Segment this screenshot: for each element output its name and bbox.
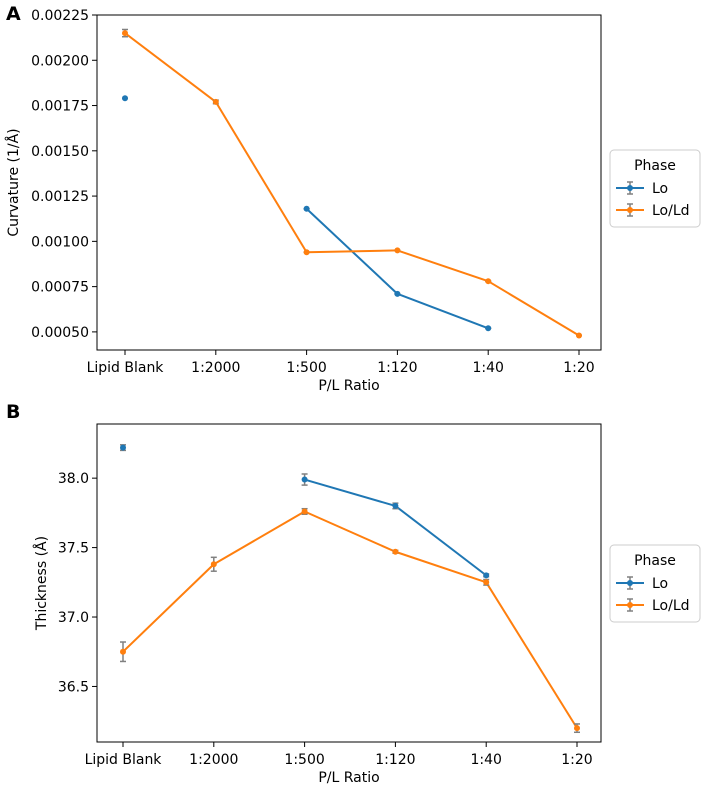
panel-b: B 36.5 37.0 37.5 38.0 Lipid Blank 1:2000 1:500 1… <box>6 401 701 786</box>
y-tick-label: 0.00200 <box>31 53 89 69</box>
series-lo-ld-point <box>301 508 308 515</box>
series-lo-line <box>304 478 396 507</box>
series-lo-ld-point <box>485 278 492 285</box>
x-axis-label: P/L Ratio <box>318 378 379 394</box>
series-lo-ld-line <box>122 563 215 653</box>
x-tick-label: Lipid Blank <box>87 360 165 376</box>
y-axis-label: Curvature (1/Å) <box>5 128 22 236</box>
x-tick-label: 1:40 <box>470 752 501 768</box>
x-tick-label: 1:20 <box>563 360 594 376</box>
series-lo-ld-line <box>485 581 578 729</box>
y-tick-label: 0.00050 <box>31 325 89 341</box>
series-lo-ld-point <box>574 725 580 732</box>
y-axis-label: Thickness (Å) <box>33 536 50 631</box>
legend-marker-lo-ld <box>627 602 633 608</box>
series-lo-point <box>301 476 308 483</box>
series-lo-ld-point <box>392 548 399 555</box>
series-lo-point <box>122 95 128 102</box>
series-lo-ld-point <box>483 579 490 586</box>
legend-box <box>609 544 701 623</box>
series-lo-ld-line <box>395 550 487 584</box>
x-tick-label: 1:500 <box>286 360 326 376</box>
series-lo-ld-point <box>394 247 401 254</box>
x-tick-label: 1:120 <box>375 752 415 768</box>
series-lo-ld-line <box>213 510 306 566</box>
series-lo-ld-point <box>303 249 310 256</box>
y-tick-label: 38.0 <box>58 471 89 487</box>
legend-label-lo-ld: Lo/Ld <box>652 598 690 614</box>
series-lo-ld-point <box>576 332 582 339</box>
series-lo-point <box>485 325 492 332</box>
y-tick-label: 0.00150 <box>31 144 89 160</box>
series-lo-ld-line <box>306 249 398 254</box>
legend-label-lo: Lo <box>652 576 668 592</box>
legend-title: Phase <box>634 158 676 174</box>
x-tick-label: 1:500 <box>284 752 324 768</box>
panel-a: A 0.00050 0.00075 0.00100 0.00125 0.00150 0.00… <box>5 3 701 394</box>
series-lo-line <box>394 505 487 577</box>
series-lo-point <box>120 444 126 451</box>
y-tick-label: 0.00225 <box>31 8 89 24</box>
panel-letter: B <box>6 401 20 423</box>
x-tick-label: 1:2000 <box>189 752 238 768</box>
x-axis-label: P/L Ratio <box>318 770 379 786</box>
y-tick-label: 0.00125 <box>31 189 89 205</box>
series-lo-ld-point <box>120 648 126 655</box>
x-tick-label: 1:2000 <box>191 360 240 376</box>
series-lo-ld-line <box>124 32 217 103</box>
y-tick-label: 0.00175 <box>31 99 89 115</box>
series-lo-ld-point <box>210 561 217 568</box>
series-lo-ld-line <box>397 249 489 283</box>
series-lo-ld-point <box>212 98 219 105</box>
x-tick-label: 1:40 <box>472 360 503 376</box>
legend-label-lo: Lo <box>652 181 668 197</box>
x-tick-label: Lipid Blank <box>85 752 163 768</box>
series-lo-point <box>303 205 310 212</box>
series-lo-point <box>483 572 490 579</box>
panel-letter: A <box>6 3 21 25</box>
x-tick-label: 1:120 <box>377 360 417 376</box>
series-lo-ld-line <box>304 510 396 553</box>
legend-marker-lo <box>627 185 633 191</box>
y-tick-label: 0.00100 <box>31 234 89 250</box>
series-lo-ld-line <box>487 280 580 337</box>
plot-frame <box>96 14 602 351</box>
legend-box <box>609 149 701 228</box>
x-tick-label: 1:20 <box>561 752 592 768</box>
legend-label-lo-ld: Lo/Ld <box>652 203 690 219</box>
legend-title: Phase <box>634 553 676 569</box>
y-tick-label: 36.5 <box>58 679 89 695</box>
y-tick-label: 37.0 <box>58 610 89 626</box>
series-lo-point <box>394 290 401 297</box>
series-lo-point <box>392 502 399 509</box>
series-lo-ld-line <box>214 101 308 253</box>
series-lo-line <box>397 292 489 330</box>
y-tick-label: 0.00075 <box>31 280 89 296</box>
legend-marker-lo <box>627 580 633 586</box>
series-lo-ld-point <box>122 30 128 37</box>
y-tick-label: 37.5 <box>58 541 89 557</box>
legend-marker-lo-ld <box>627 207 633 213</box>
plot-frame <box>96 423 602 743</box>
